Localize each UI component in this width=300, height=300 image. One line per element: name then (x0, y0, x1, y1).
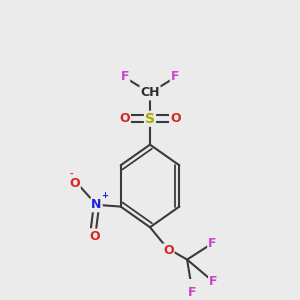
Text: CH: CH (140, 86, 160, 99)
Text: O: O (163, 244, 174, 257)
Text: F: F (188, 286, 197, 299)
Text: O: O (119, 112, 130, 125)
Text: O: O (69, 177, 80, 190)
Text: O: O (170, 112, 181, 125)
Text: N: N (91, 198, 102, 211)
Text: -: - (70, 170, 73, 179)
Text: S: S (145, 112, 155, 126)
Text: +: + (101, 191, 108, 200)
Text: O: O (90, 230, 101, 242)
Text: F: F (121, 70, 129, 83)
Text: F: F (209, 275, 218, 288)
Text: F: F (171, 70, 179, 83)
Text: F: F (208, 237, 217, 250)
